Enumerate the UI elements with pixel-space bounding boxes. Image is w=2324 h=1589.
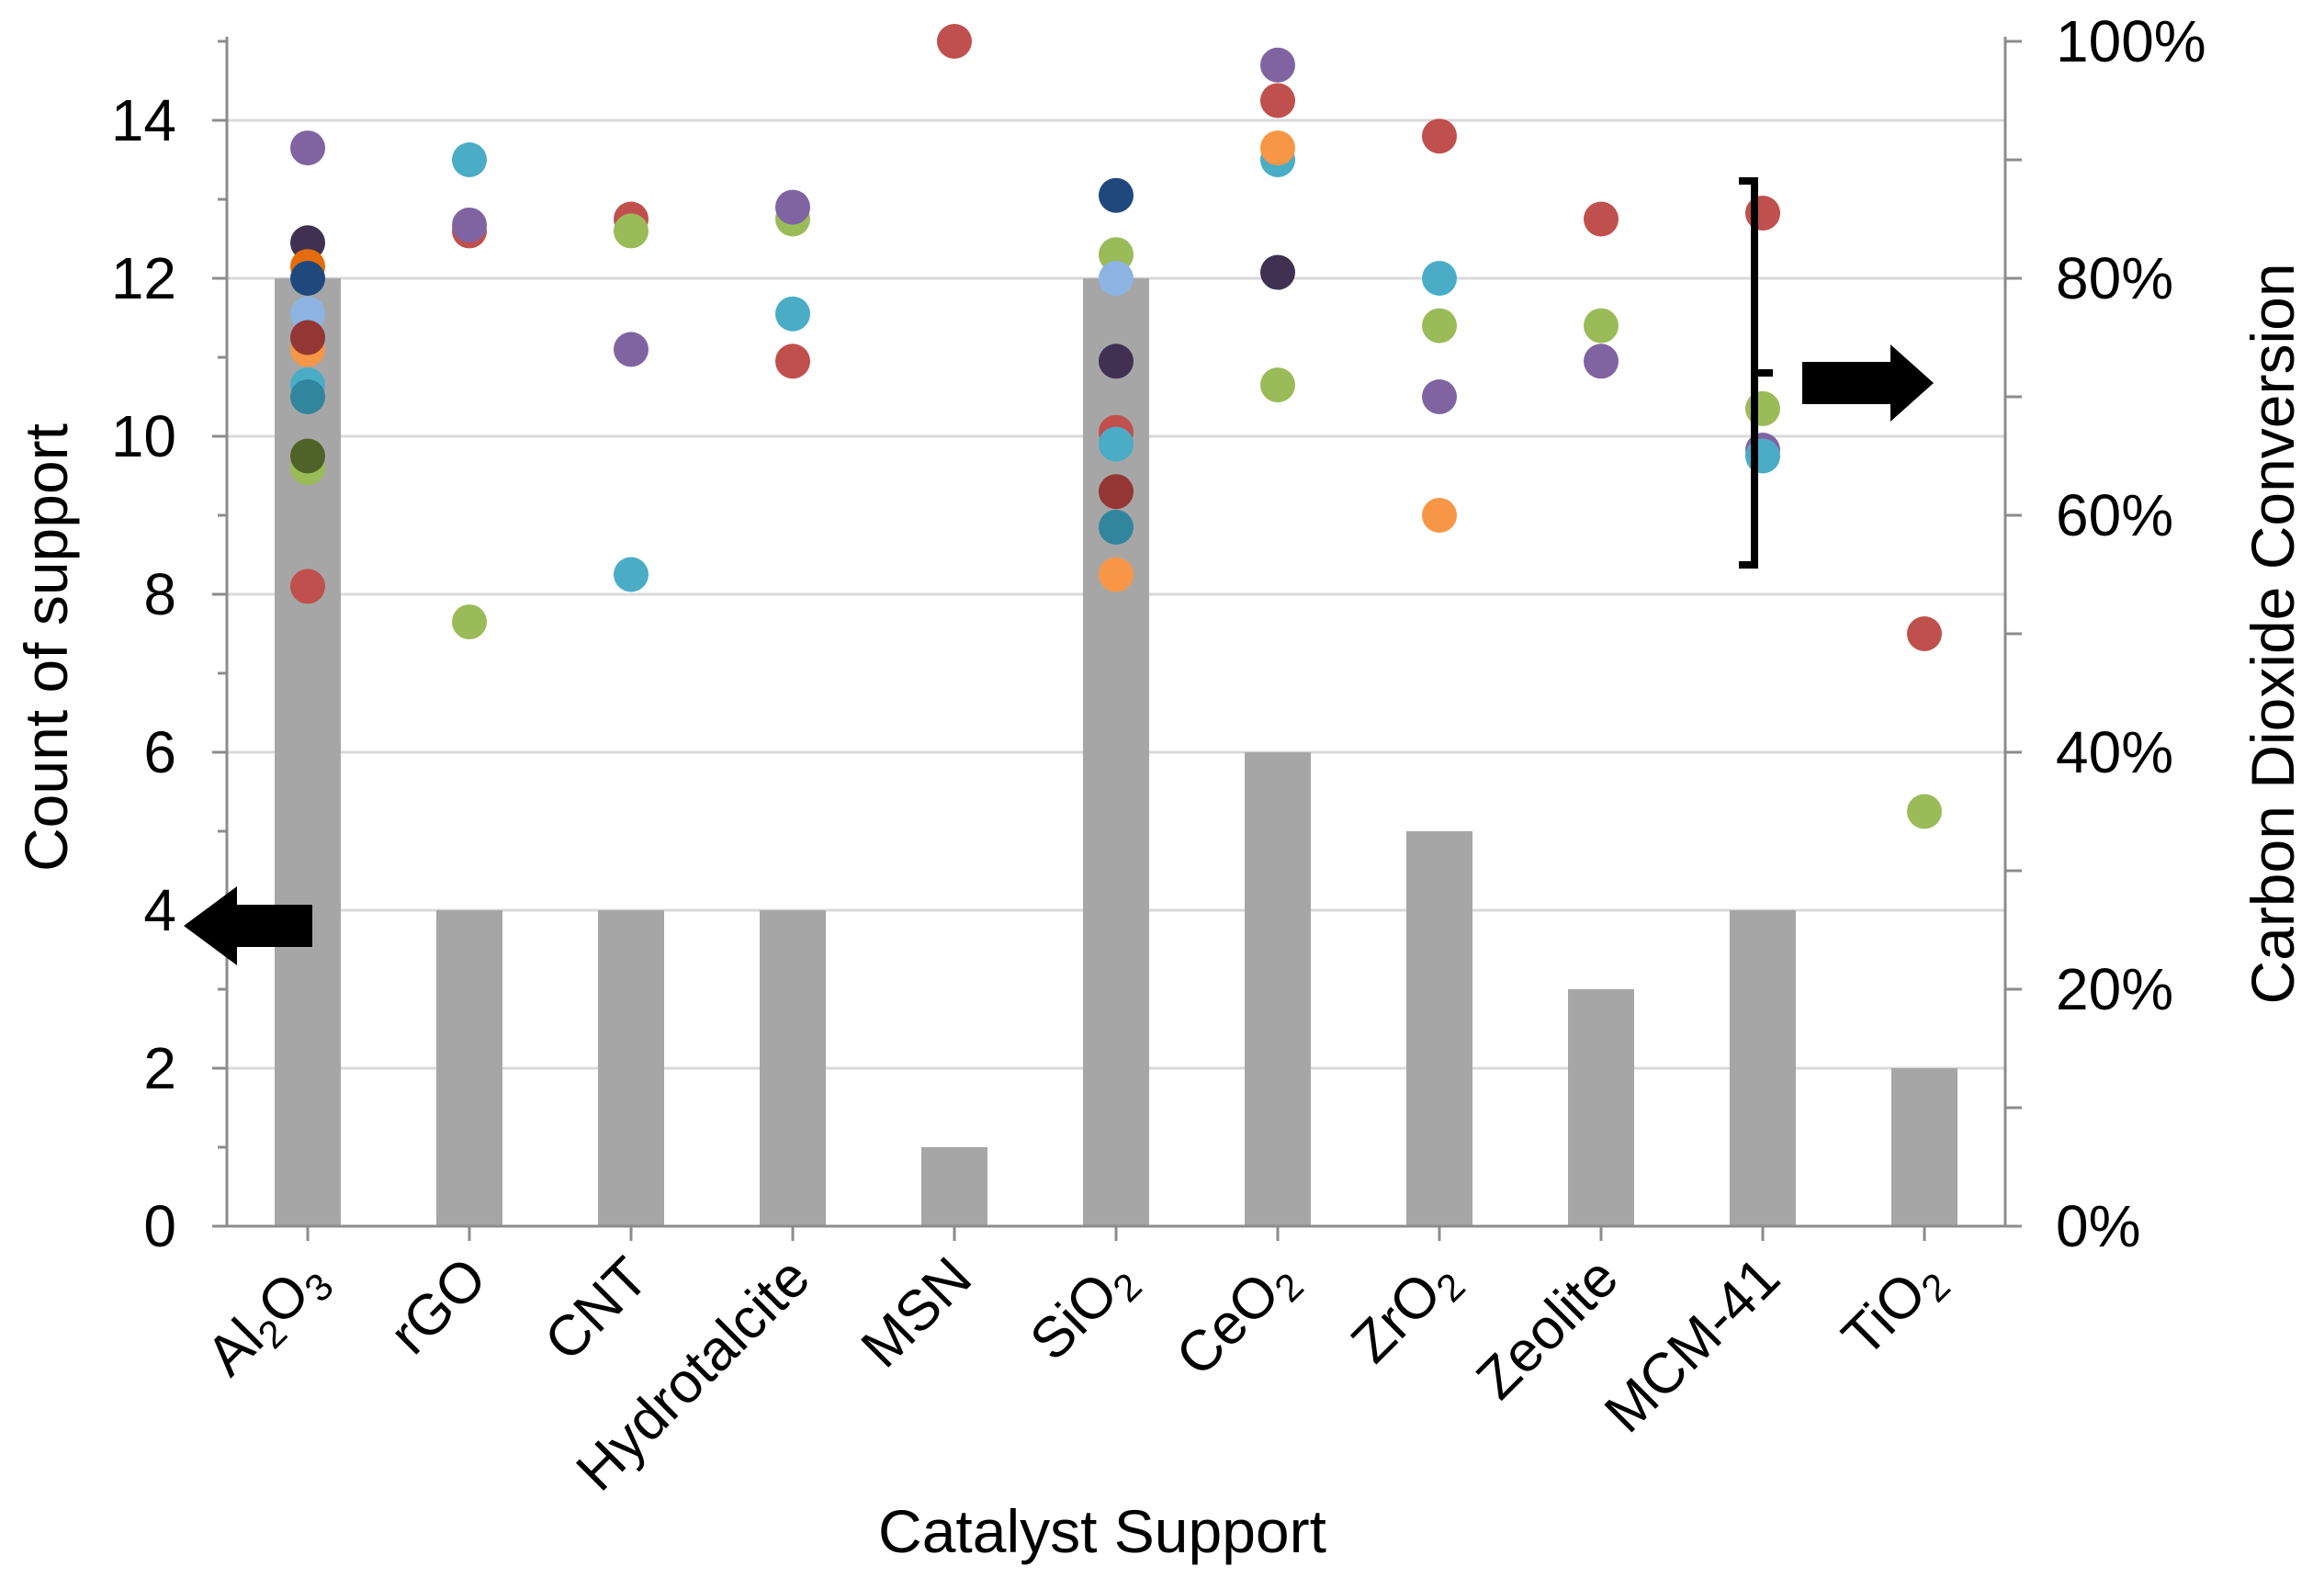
label-base: CNT (533, 1245, 660, 1373)
x-category-label: CNT (533, 1245, 660, 1373)
label-base: MCM-41 (1593, 1245, 1792, 1445)
y2-axis-title: Carbon Dioxide Conversion (2239, 263, 2307, 1004)
x-category-label: rGO (378, 1245, 499, 1367)
conversion-point (1260, 47, 1295, 83)
conversion-point (290, 320, 325, 355)
conversion-point (614, 213, 649, 249)
conversion-point (1099, 344, 1134, 379)
bar (1245, 752, 1311, 1226)
conversion-point (1745, 196, 1780, 231)
y-tick-label: 4 (143, 877, 176, 943)
conversion-point (1260, 130, 1295, 166)
x-category-label: ZrO2 (1339, 1245, 1473, 1380)
conversion-point (1584, 201, 1619, 237)
y-tick-label: 6 (143, 719, 176, 785)
conversion-point (1099, 426, 1134, 462)
conversion-point (1260, 254, 1295, 290)
bar (1406, 831, 1472, 1226)
conversion-point (775, 296, 810, 332)
right-axis-bracket-arrow (1739, 177, 1934, 569)
conversion-point (452, 207, 487, 242)
label-base: MSN (850, 1245, 984, 1380)
y-tick-label: 0 (143, 1193, 176, 1259)
conversion-point (1745, 438, 1780, 474)
x-category-label: TiO2 (1831, 1245, 1958, 1373)
conversion-point (937, 24, 972, 59)
axis-layer (212, 37, 2022, 1241)
conversion-point (1422, 308, 1457, 344)
y2-tick-label: 60% (2056, 482, 2173, 548)
conversion-point (290, 379, 325, 414)
conversion-point (1584, 308, 1619, 344)
conversion-point (290, 569, 325, 604)
right-arrow-head (1890, 344, 1934, 422)
conversion-point (614, 332, 649, 367)
bar (436, 910, 502, 1226)
conversion-point (1099, 261, 1134, 296)
point-layer (290, 24, 1942, 829)
conversion-point (1099, 557, 1134, 592)
bar-layer (275, 278, 1957, 1226)
left-axis-arrow (184, 886, 312, 965)
conversion-point (452, 604, 487, 640)
y-tick-label: 12 (111, 245, 176, 311)
y-axis-title: Count of support (12, 423, 80, 872)
conversion-point (290, 261, 325, 296)
conversion-point (1099, 509, 1134, 545)
bar (1568, 989, 1634, 1226)
conversion-point (1099, 474, 1134, 510)
y-tick-label: 2 (143, 1035, 176, 1101)
y-tick-label: 8 (143, 561, 176, 627)
y-tick-label: 10 (111, 403, 176, 469)
conversion-point (614, 557, 649, 592)
x-category-label: SiO2 (1018, 1245, 1149, 1377)
y2-tick-label: 20% (2056, 956, 2173, 1022)
y-tick-label: 14 (111, 87, 176, 153)
bar (1730, 910, 1796, 1226)
bar (275, 278, 341, 1226)
x-category-label: Al2O3 (195, 1245, 342, 1392)
y2-tick-label: 0% (2056, 1193, 2141, 1259)
conversion-point (290, 438, 325, 474)
label-layer: 0 2 4 6 8 10 12 14 0% 20% 40% 60% 80% 100% Al2O3 rGO CNT… (111, 8, 2206, 1503)
conversion-point (1907, 616, 1942, 651)
conversion-point (1260, 367, 1295, 403)
conversion-point (1422, 498, 1457, 533)
bar (760, 910, 826, 1226)
conversion-point (290, 130, 325, 166)
conversion-point (1099, 177, 1134, 213)
conversion-point (1907, 794, 1942, 829)
bracket (1739, 177, 1773, 569)
bar (921, 1147, 987, 1226)
conversion-point (775, 344, 810, 379)
conversion-point (1260, 83, 1295, 118)
conversion-point (1422, 118, 1457, 154)
x-axis-title: Catalyst Support (878, 1497, 1326, 1565)
conversion-point (775, 189, 810, 225)
bar (1891, 1068, 1957, 1226)
left-arrow-shaft (234, 905, 312, 947)
conversion-point (1422, 261, 1457, 296)
conversion-point (452, 142, 487, 177)
x-category-label: MCM-41 (1593, 1245, 1792, 1445)
y2-tick-label: 40% (2056, 719, 2173, 785)
x-category-label: MSN (850, 1245, 984, 1380)
bar (598, 910, 664, 1226)
right-arrow-shaft (1802, 362, 1894, 404)
label-base: rGO (378, 1245, 499, 1367)
x-category-label: CeO2 (1164, 1245, 1311, 1392)
y2-tick-label: 80% (2056, 245, 2173, 311)
left-arrow-head (184, 886, 237, 965)
y2-tick-label: 100% (2056, 8, 2206, 74)
conversion-point (1584, 344, 1619, 379)
conversion-point (1422, 379, 1457, 414)
conversion-point (1745, 390, 1780, 426)
